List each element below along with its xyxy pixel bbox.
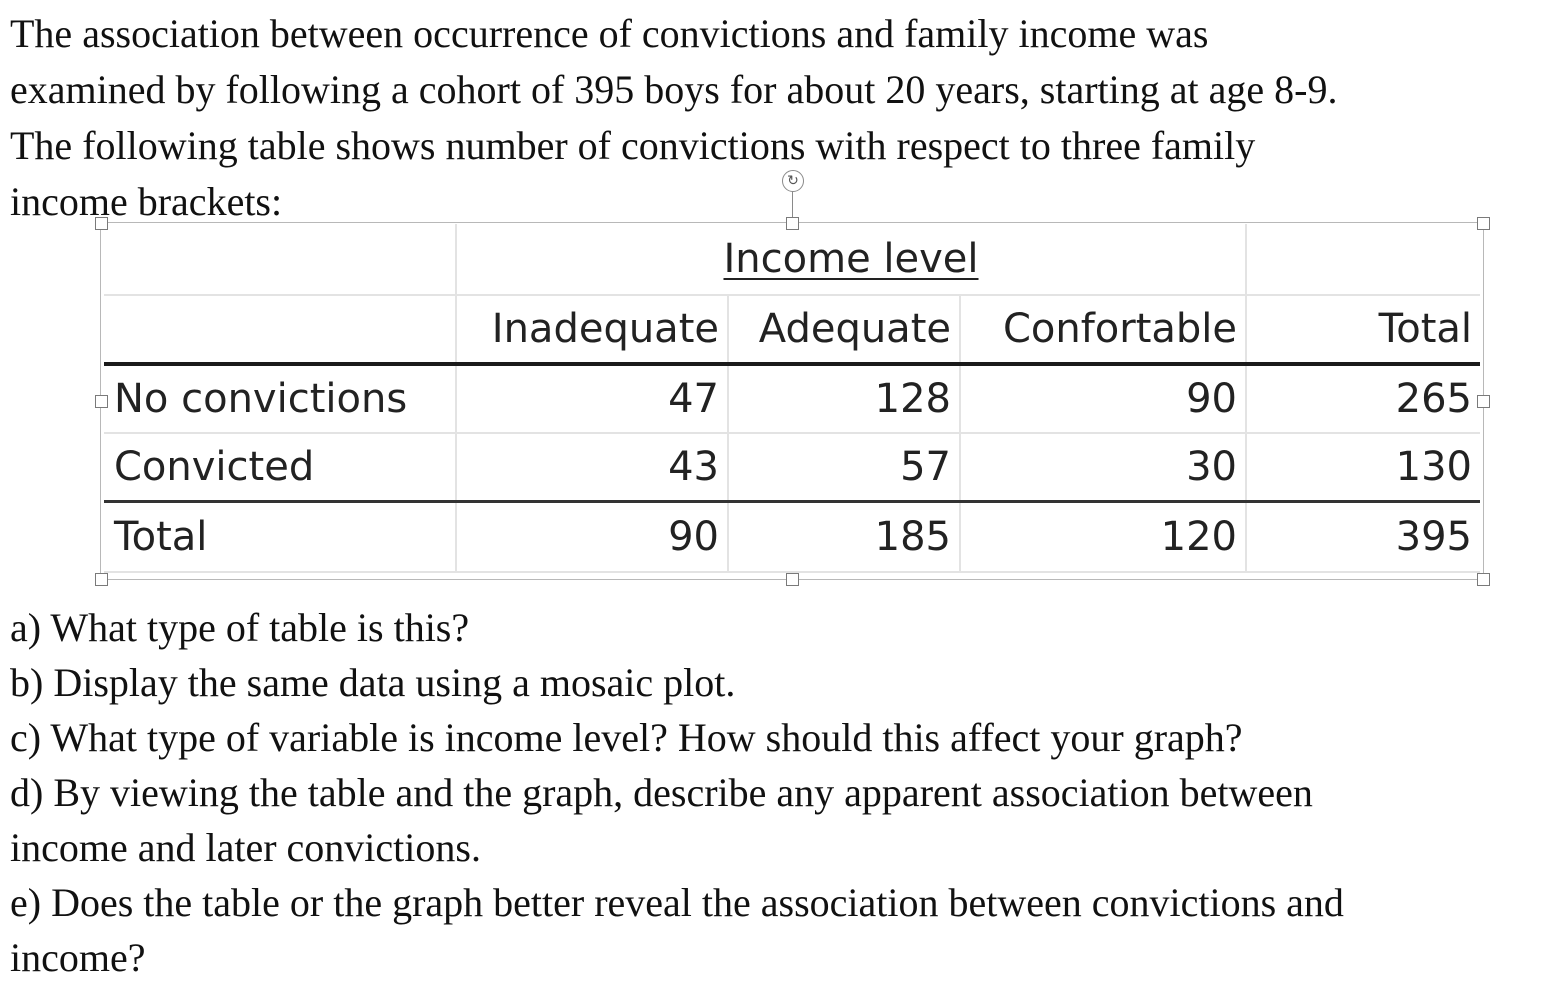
table-cell: 30 xyxy=(960,433,1247,503)
question-line: c) What type of variable is income level… xyxy=(10,715,1243,760)
table-cell: 57 xyxy=(728,433,961,503)
embedded-table-object[interactable]: Income level Inadequate Adequate Confort… xyxy=(95,217,1490,586)
table-row: No convictions 47 128 90 265 xyxy=(104,364,1480,434)
resize-handle-top[interactable] xyxy=(786,217,799,230)
table-cell: 47 xyxy=(456,364,729,434)
resize-handle-left[interactable] xyxy=(95,395,108,408)
table-title-row: Income level xyxy=(104,224,1480,296)
table-cell xyxy=(104,224,457,296)
column-header: Total xyxy=(1246,295,1480,366)
row-label: Total xyxy=(104,501,457,573)
intro-line: examined by following a cohort of 395 bo… xyxy=(10,67,1338,112)
table-cell: 90 xyxy=(960,364,1247,434)
intro-line: The association between occurrence of co… xyxy=(10,11,1209,56)
table-cell: 265 xyxy=(1246,364,1480,434)
question-line: income and later convictions. xyxy=(10,825,481,870)
table-row: Convicted 43 57 30 130 xyxy=(104,433,1480,503)
table-cell: 120 xyxy=(960,501,1247,573)
contingency-table: Income level Inadequate Adequate Confort… xyxy=(104,224,1480,573)
table-title: Income level xyxy=(723,236,979,282)
table-cell: 90 xyxy=(456,501,729,573)
resize-handle-bottom[interactable] xyxy=(786,573,799,586)
question-line: e) Does the table or the graph better re… xyxy=(10,880,1344,925)
question-line: income? xyxy=(10,935,146,980)
table-cell xyxy=(1246,224,1480,296)
table-cell: 395 xyxy=(1246,501,1480,573)
resize-handle-bottom-right[interactable] xyxy=(1477,573,1490,586)
intro-line: income brackets: xyxy=(10,179,283,224)
resize-handle-top-left[interactable] xyxy=(95,217,108,230)
table-cell: 128 xyxy=(728,364,961,434)
table-cell: 43 xyxy=(456,433,729,503)
table-total-row: Total 90 185 120 395 xyxy=(104,501,1480,573)
column-header: Adequate xyxy=(728,295,961,366)
table-cell: 130 xyxy=(1246,433,1480,503)
table-header-row: Inadequate Adequate Confortable Total xyxy=(104,295,1480,366)
row-label: Convicted xyxy=(104,433,457,503)
rotate-icon[interactable]: ↻ xyxy=(782,170,804,192)
column-header: Inadequate xyxy=(456,295,729,366)
column-header xyxy=(104,295,457,366)
table-cell: 185 xyxy=(728,501,961,573)
rotate-handle-stem xyxy=(792,191,793,217)
resize-handle-bottom-left[interactable] xyxy=(95,573,108,586)
intro-paragraph: The association between occurrence of co… xyxy=(10,6,1555,230)
question-line: d) By viewing the table and the graph, d… xyxy=(10,770,1313,815)
row-label: No convictions xyxy=(104,364,457,434)
table-title-cell: Income level xyxy=(456,224,1247,296)
column-header: Confortable xyxy=(960,295,1247,366)
resize-handle-top-right[interactable] xyxy=(1477,217,1490,230)
question-line: a) What type of table is this? xyxy=(10,605,470,650)
question-line: b) Display the same data using a mosaic … xyxy=(10,660,736,705)
questions-list: a) What type of table is this? b) Displa… xyxy=(10,600,1555,985)
resize-handle-right[interactable] xyxy=(1477,395,1490,408)
intro-line: The following table shows number of conv… xyxy=(10,123,1256,168)
